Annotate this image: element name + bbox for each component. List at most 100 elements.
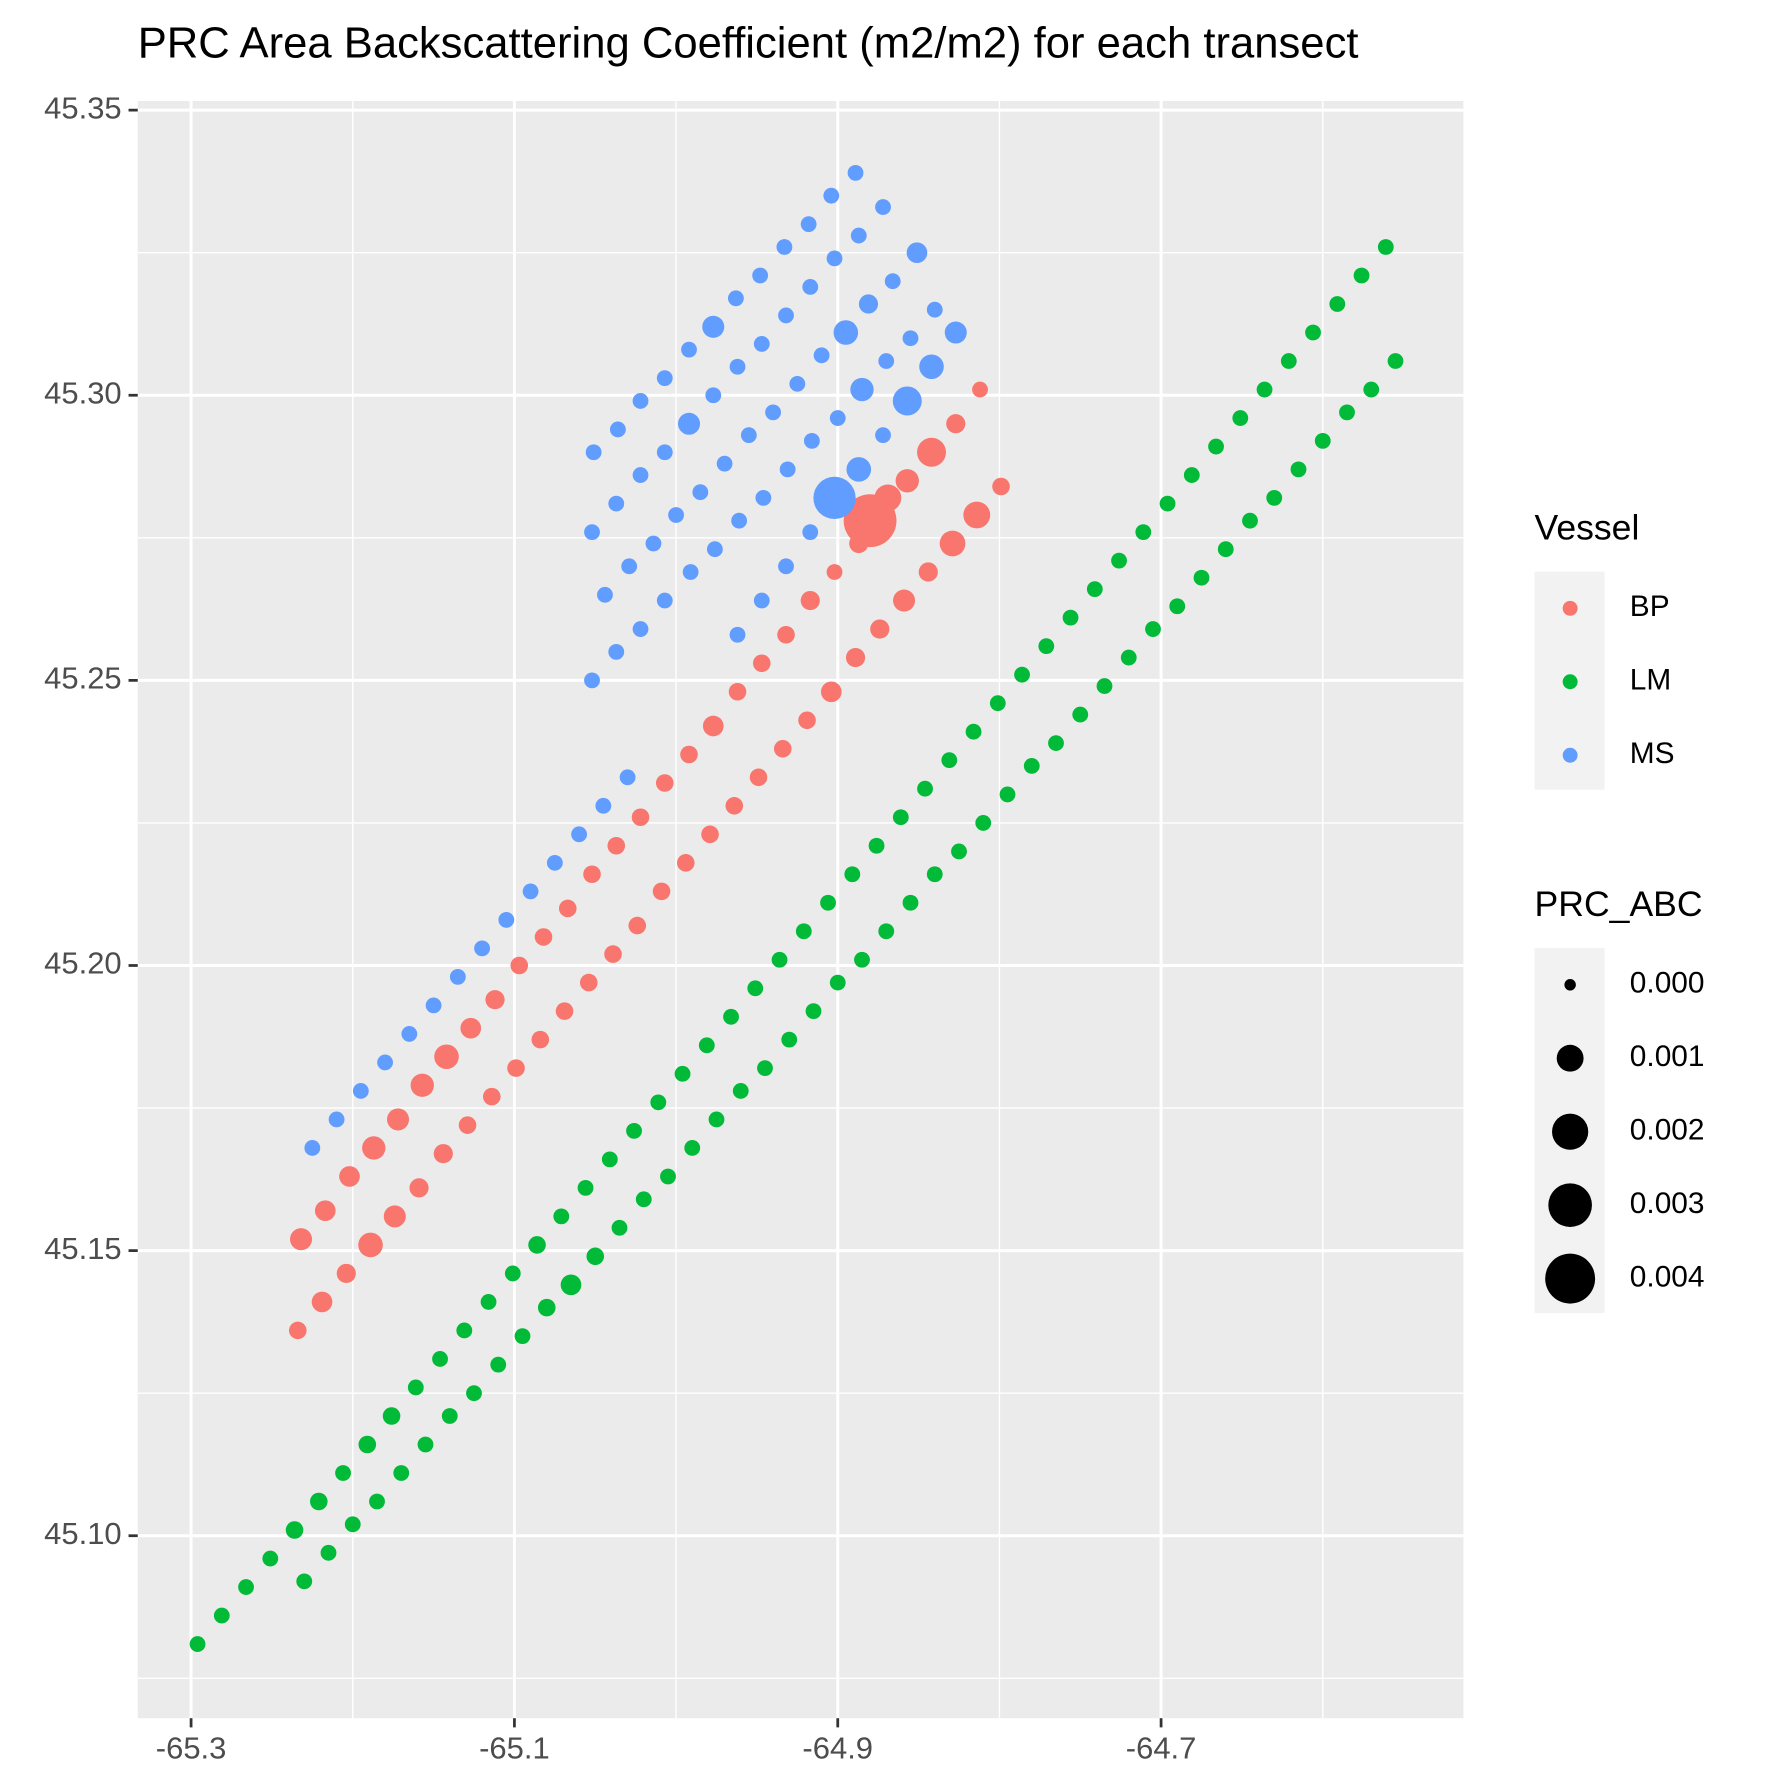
- point: [1266, 489, 1283, 506]
- point: [702, 315, 725, 338]
- point: [902, 894, 919, 911]
- point: [585, 444, 602, 461]
- legend-label: LM: [1630, 664, 1671, 697]
- point: [628, 916, 647, 935]
- legend-title: Vessel: [1535, 508, 1640, 548]
- point: [382, 1407, 401, 1425]
- point: [850, 377, 874, 402]
- point: [1086, 581, 1103, 598]
- point: [926, 301, 943, 318]
- size-legend-label: 0.003: [1630, 1187, 1705, 1220]
- point: [992, 477, 1010, 496]
- point: [884, 273, 901, 290]
- point: [485, 990, 505, 1010]
- point: [731, 512, 748, 529]
- point: [803, 432, 820, 449]
- point: [449, 968, 466, 985]
- point: [498, 911, 515, 928]
- point: [595, 797, 612, 814]
- point: [753, 336, 770, 352]
- point: [433, 1144, 453, 1164]
- point: [789, 375, 806, 392]
- point: [999, 786, 1016, 803]
- point: [668, 507, 684, 523]
- point: [460, 1017, 482, 1039]
- point: [698, 1037, 715, 1054]
- point: [621, 558, 638, 575]
- point: [608, 495, 625, 512]
- point: [833, 320, 859, 345]
- point: [1242, 512, 1258, 529]
- point: [584, 672, 600, 689]
- point: [845, 647, 866, 668]
- point: [728, 682, 747, 701]
- point: [409, 1178, 429, 1198]
- point: [611, 1219, 628, 1236]
- point: [579, 973, 598, 992]
- point: [1363, 381, 1380, 398]
- point: [706, 541, 723, 558]
- point: [289, 1228, 313, 1251]
- point: [358, 1232, 383, 1258]
- point: [507, 1059, 525, 1077]
- point: [757, 1060, 773, 1077]
- point: [765, 404, 781, 421]
- panel: [137, 101, 1464, 1719]
- point: [310, 1492, 328, 1511]
- point: [407, 1379, 424, 1396]
- point: [262, 1550, 279, 1567]
- point: [352, 1083, 369, 1099]
- point: [597, 586, 613, 603]
- point: [975, 815, 992, 831]
- chart-title: PRC Area Backscattering Coefficient (m2/…: [138, 19, 1359, 67]
- point: [660, 1168, 676, 1185]
- point: [826, 564, 843, 580]
- point: [510, 956, 529, 975]
- point: [778, 558, 794, 575]
- point: [878, 923, 895, 940]
- point: [456, 1322, 473, 1339]
- point: [432, 1351, 448, 1367]
- legend-label: BP: [1630, 590, 1670, 623]
- point: [705, 387, 722, 404]
- point: [1256, 381, 1273, 398]
- point: [972, 381, 988, 398]
- point: [674, 1065, 691, 1082]
- point: [320, 1544, 337, 1561]
- point: [729, 358, 746, 375]
- point: [729, 626, 746, 643]
- point: [490, 1356, 507, 1373]
- point: [584, 524, 600, 541]
- size-legend-key: [1545, 1253, 1596, 1304]
- point: [434, 1044, 459, 1070]
- point: [656, 444, 673, 461]
- point: [813, 347, 830, 364]
- point: [802, 524, 819, 541]
- point: [1305, 324, 1321, 341]
- point: [1023, 758, 1040, 774]
- point: [777, 625, 795, 644]
- x-tick-label: -64.9: [802, 1731, 873, 1766]
- point: [311, 1291, 333, 1313]
- y-tick-label: 45.10: [44, 1516, 122, 1551]
- point: [893, 589, 916, 612]
- point: [377, 1054, 393, 1071]
- point: [645, 535, 662, 552]
- point: [528, 1236, 546, 1254]
- point: [656, 370, 673, 387]
- point: [749, 768, 768, 787]
- point: [944, 321, 967, 344]
- point: [474, 940, 490, 957]
- point: [586, 1247, 605, 1266]
- x-tick-label: -65.3: [156, 1731, 227, 1766]
- point: [681, 341, 697, 358]
- point: [608, 643, 625, 660]
- size-legend-key: [1552, 1113, 1589, 1150]
- point: [1145, 621, 1161, 637]
- point: [213, 1607, 230, 1624]
- point: [296, 1573, 313, 1590]
- point: [677, 412, 701, 435]
- point: [708, 1111, 725, 1128]
- size-legend-key: [1564, 979, 1576, 991]
